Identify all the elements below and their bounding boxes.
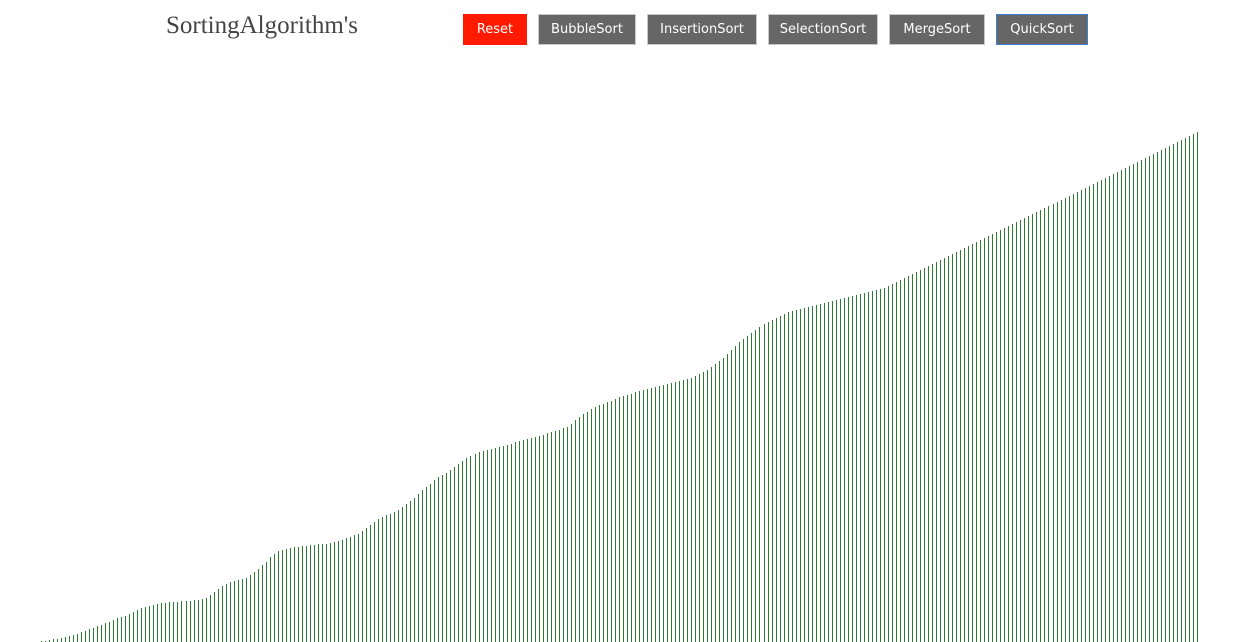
bubble-sort-button[interactable]: BubbleSort	[538, 14, 636, 45]
insertion-sort-button[interactable]: InsertionSort	[647, 14, 757, 45]
quick-sort-button[interactable]: QuickSort	[996, 14, 1088, 45]
reset-button[interactable]: Reset	[463, 14, 527, 45]
merge-sort-button[interactable]: MergeSort	[889, 14, 985, 45]
selection-sort-button[interactable]: SelectionSort	[768, 14, 878, 45]
app-title: SortingAlgorithm's	[166, 12, 359, 39]
